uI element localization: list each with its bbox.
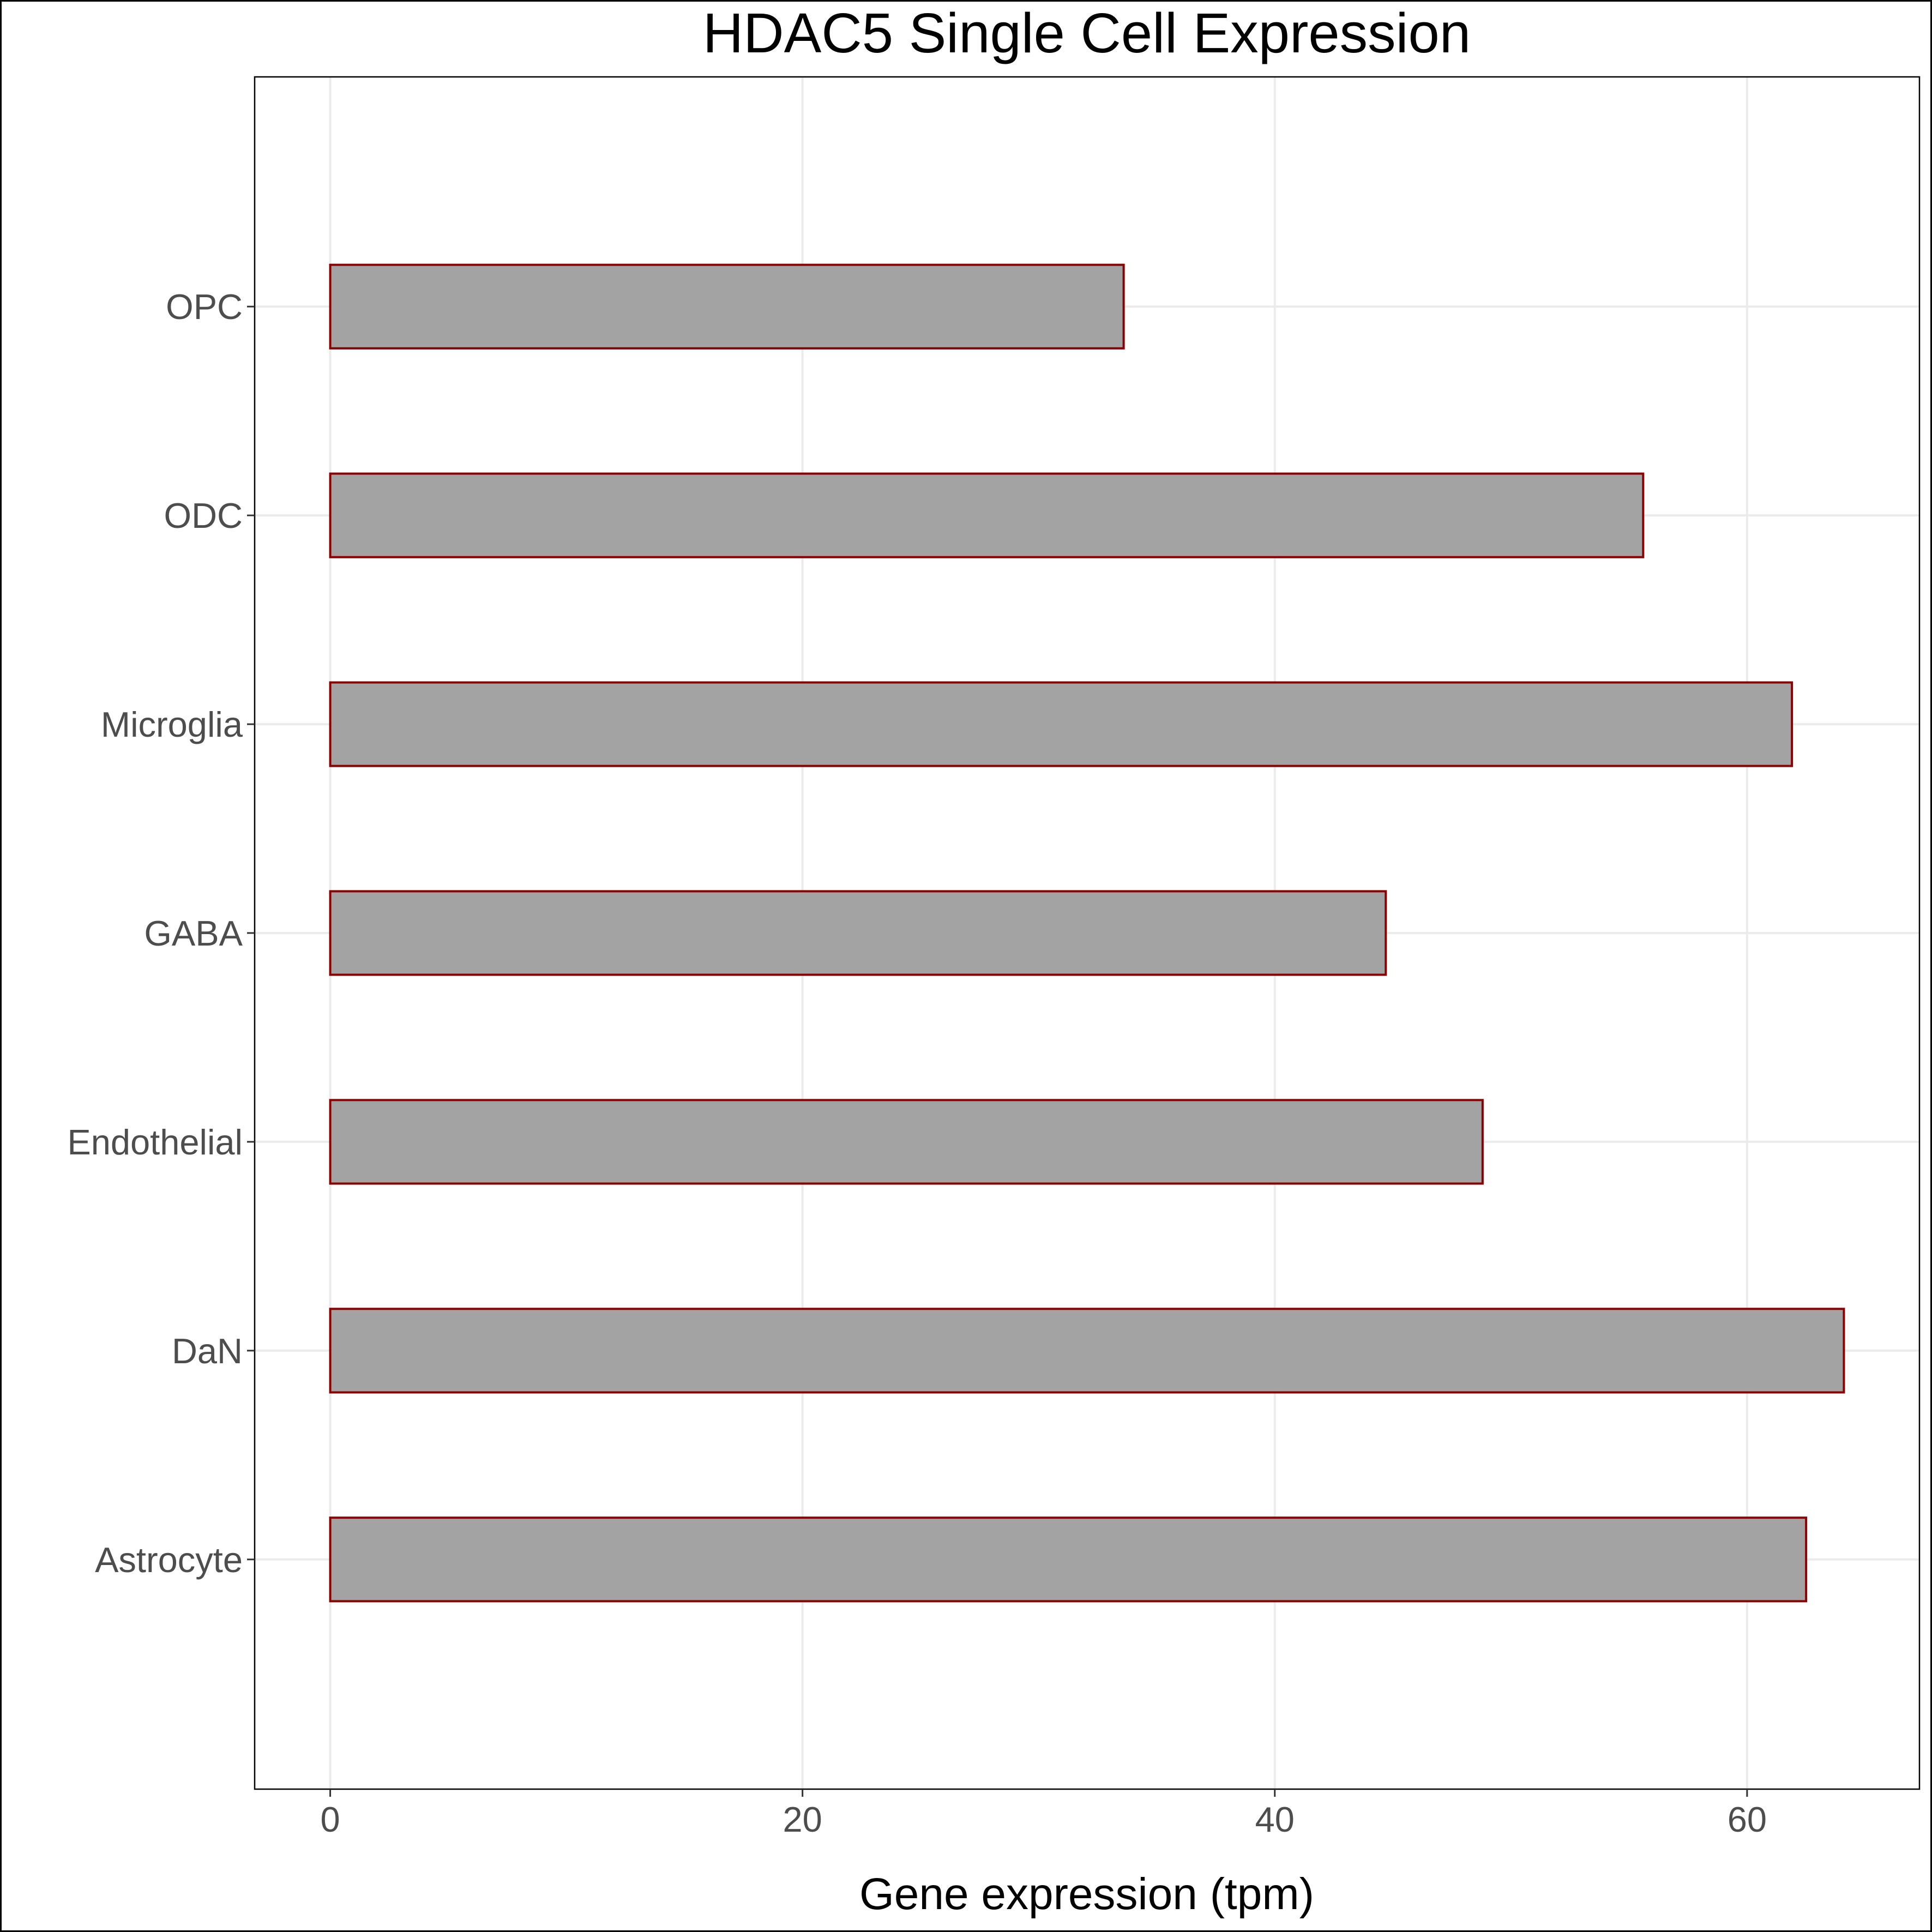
x-axis-ticks: 0 20 40 60 xyxy=(320,1789,1767,1839)
bar-odc xyxy=(329,472,1645,558)
bars xyxy=(329,263,1845,1603)
x-tick-label: 40 xyxy=(1255,1799,1295,1839)
y-tick-label: DaN xyxy=(172,1331,243,1371)
bar-dan xyxy=(329,1308,1845,1394)
bar-endothelial xyxy=(329,1099,1484,1185)
x-axis-label: Gene expression (tpm) xyxy=(859,1869,1314,1919)
bar-microglia xyxy=(329,681,1793,767)
y-tick-label: GABA xyxy=(144,913,243,953)
chart-title: HDAC5 Single Cell Expression xyxy=(703,2,1471,64)
x-tick-label: 20 xyxy=(783,1799,822,1839)
y-tick-label: Microglia xyxy=(101,705,243,744)
x-tick-label: 60 xyxy=(1728,1799,1767,1839)
x-tick-label: 0 xyxy=(320,1799,340,1839)
bar-astrocyte xyxy=(329,1516,1808,1603)
y-tick-label: ODC xyxy=(164,496,243,535)
bar-gaba xyxy=(329,890,1387,976)
y-tick-label: OPC xyxy=(166,287,243,327)
y-tick-label: Astrocyte xyxy=(95,1540,243,1580)
y-tick-label: Endothelial xyxy=(67,1122,243,1162)
bar-opc xyxy=(329,263,1125,350)
y-axis-ticks: Astrocyte DaN Endothelial GABA Microglia ODC O… xyxy=(67,287,255,1580)
